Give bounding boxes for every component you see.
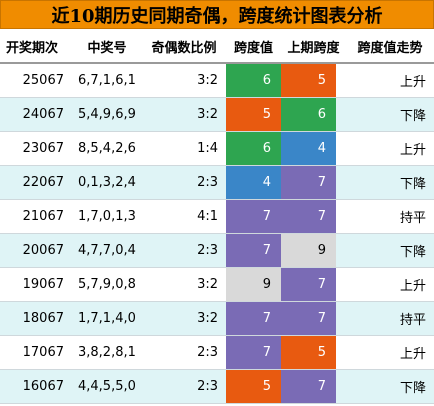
period-cell: 21067 xyxy=(22,209,64,224)
span-cell: 7 xyxy=(226,302,281,335)
header-period: 开奖期次 xyxy=(6,41,59,56)
span-cell: 7 xyxy=(226,336,281,369)
span-trend-cell: 上升 xyxy=(399,347,426,362)
winning-numbers-cell: 6,7,1,6,1 xyxy=(78,73,136,88)
odd-even-ratio-cell: 2:3 xyxy=(197,379,218,394)
span-cell: 5 xyxy=(226,370,281,403)
winning-numbers-cell: 1,7,1,4,0 xyxy=(78,311,136,326)
odd-even-ratio-cell: 2:3 xyxy=(197,243,218,258)
previous-span-cell: 7 xyxy=(281,370,336,403)
span-trend-cell: 上升 xyxy=(399,75,426,90)
odd-even-ratio-cell: 3:2 xyxy=(197,311,218,326)
table-row: 25067 6,7,1,6,1 3:2 6 5 上升 xyxy=(0,64,434,98)
table-row: 24067 5,4,9,6,9 3:2 5 6 下降 xyxy=(0,98,434,132)
span-cell: 9 xyxy=(226,268,281,301)
header-span: 跨度值 xyxy=(233,41,273,56)
odd-even-ratio-cell: 3:2 xyxy=(197,277,218,292)
header-span-trend: 跨度值走势 xyxy=(357,41,423,56)
table-row: 21067 1,7,0,1,3 4:1 7 7 持平 xyxy=(0,200,434,234)
odd-even-ratio-cell: 4:1 xyxy=(197,209,218,224)
page-title: 近10期历史同期奇偶，跨度统计图表分析 xyxy=(0,0,434,29)
period-cell: 18067 xyxy=(22,311,64,326)
previous-span-cell: 7 xyxy=(281,268,336,301)
previous-span-cell: 7 xyxy=(281,166,336,199)
winning-numbers-cell: 0,1,3,2,4 xyxy=(78,175,136,190)
table-header: 开奖期次 中奖号 奇偶数比例 跨度值 上期跨度 跨度值走势 xyxy=(0,31,434,64)
period-cell: 24067 xyxy=(22,107,64,122)
header-previous-span: 上期跨度 xyxy=(287,41,340,56)
previous-span-cell: 7 xyxy=(281,302,336,335)
table-row: 19067 5,7,9,0,8 3:2 9 7 上升 xyxy=(0,268,434,302)
table-row: 18067 1,7,1,4,0 3:2 7 7 持平 xyxy=(0,302,434,336)
span-trend-cell: 持平 xyxy=(399,211,426,226)
previous-span-cell: 5 xyxy=(281,336,336,369)
table-row: 23067 8,5,4,2,6 1:4 6 4 上升 xyxy=(0,132,434,166)
period-cell: 22067 xyxy=(22,175,64,190)
span-cell: 6 xyxy=(226,132,281,165)
table-body: 25067 6,7,1,6,1 3:2 6 5 上升 24067 5,4,9,6… xyxy=(0,64,434,404)
winning-numbers-cell: 8,5,4,2,6 xyxy=(78,141,136,156)
table-row: 16067 4,4,5,5,0 2:3 5 7 下降 xyxy=(0,370,434,404)
odd-even-ratio-cell: 3:2 xyxy=(197,73,218,88)
odd-even-ratio-cell: 2:3 xyxy=(197,175,218,190)
span-cell: 4 xyxy=(226,166,281,199)
period-cell: 25067 xyxy=(22,73,64,88)
winning-numbers-cell: 4,7,7,0,4 xyxy=(78,243,136,258)
period-cell: 23067 xyxy=(22,141,64,156)
period-cell: 20067 xyxy=(22,243,64,258)
winning-numbers-cell: 5,4,9,6,9 xyxy=(78,107,136,122)
span-trend-cell: 下降 xyxy=(399,245,426,260)
header-odd-even-ratio: 奇偶数比例 xyxy=(151,41,217,56)
period-cell: 19067 xyxy=(22,277,64,292)
span-cell: 5 xyxy=(226,98,281,131)
previous-span-cell: 4 xyxy=(281,132,336,165)
winning-numbers-cell: 1,7,0,1,3 xyxy=(78,209,136,224)
span-trend-cell: 下降 xyxy=(399,381,426,396)
period-cell: 16067 xyxy=(22,379,64,394)
previous-span-cell: 5 xyxy=(281,64,336,97)
span-trend-cell: 上升 xyxy=(399,279,426,294)
span-cell: 6 xyxy=(226,64,281,97)
winning-numbers-cell: 4,4,5,5,0 xyxy=(78,379,136,394)
table-row: 17067 3,8,2,8,1 2:3 7 5 上升 xyxy=(0,336,434,370)
span-trend-cell: 下降 xyxy=(399,109,426,124)
span-trend-cell: 下降 xyxy=(399,177,426,192)
odd-even-ratio-cell: 1:4 xyxy=(197,141,218,156)
table-row: 22067 0,1,3,2,4 2:3 4 7 下降 xyxy=(0,166,434,200)
span-cell: 7 xyxy=(226,234,281,267)
span-trend-cell: 上升 xyxy=(399,143,426,158)
period-cell: 17067 xyxy=(22,345,64,360)
winning-numbers-cell: 3,8,2,8,1 xyxy=(78,345,136,360)
span-cell: 7 xyxy=(226,200,281,233)
winning-numbers-cell: 5,7,9,0,8 xyxy=(78,277,136,292)
previous-span-cell: 9 xyxy=(281,234,336,267)
table-row: 20067 4,7,7,0,4 2:3 7 9 下降 xyxy=(0,234,434,268)
odd-even-ratio-cell: 2:3 xyxy=(197,345,218,360)
header-winning-numbers: 中奖号 xyxy=(87,41,127,56)
previous-span-cell: 7 xyxy=(281,200,336,233)
odd-even-ratio-cell: 3:2 xyxy=(197,107,218,122)
span-trend-cell: 持平 xyxy=(399,313,426,328)
previous-span-cell: 6 xyxy=(281,98,336,131)
